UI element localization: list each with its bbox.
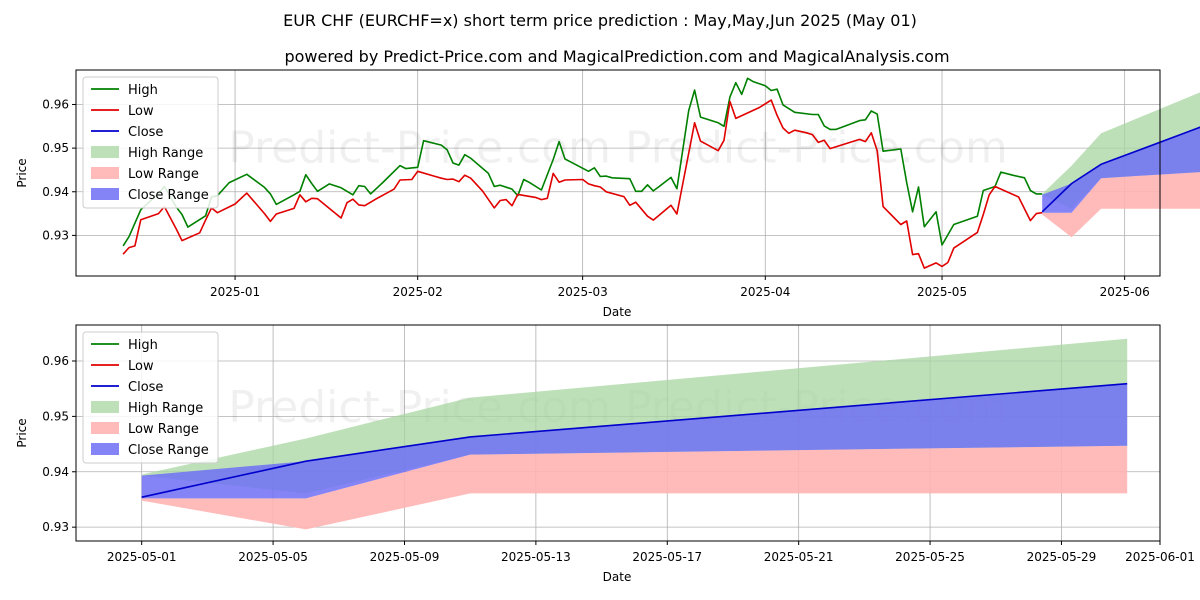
- p1-low-range-band: [141, 445, 1128, 530]
- p1-x-tick-label: 2025-05-21: [764, 550, 834, 564]
- p0-axes-frame: [75, 69, 1161, 277]
- p0-close-range-band: [1042, 127, 1200, 213]
- p0-close-line: [1041, 126, 1200, 213]
- p0-watermark: Predict-Price.com Predict-Price.com: [228, 123, 1007, 174]
- p1-y-axis-label: Price: [15, 418, 29, 447]
- p0-x-tick-label: 2025-06: [1100, 285, 1150, 299]
- bottom-panel: Predict-Price.com Predict-Price.com0.930…: [15, 324, 1195, 584]
- p1-close-line: [141, 382, 1128, 498]
- p0-legend-label-high-range: High Range: [128, 146, 203, 161]
- p0-x-tick-label: 2025-05: [917, 285, 967, 299]
- p0-legend-label-low: Low: [128, 104, 154, 119]
- p1-legend-label-high: High: [128, 338, 158, 353]
- top-panel: Predict-Price.com Predict-Price.com 0.93 0…: [15, 69, 1200, 319]
- p1-axes-frame: [75, 324, 1161, 542]
- p0-legend-label-close-range: Close Range: [128, 188, 209, 203]
- p1-x-tick-label: 2025-06-01: [1125, 550, 1195, 564]
- p0-x-axis-label: Date: [603, 305, 632, 319]
- p1-legend-label-close-range: Close Range: [128, 443, 209, 458]
- p0-y-tick-label: 0.93: [42, 228, 69, 242]
- p0-low-range-band: [1042, 172, 1200, 238]
- p1-legend-swatch-close-range: [91, 443, 119, 455]
- chart-title: EUR CHF (EURCHF=x) short term price pred…: [283, 11, 917, 30]
- p1-x-tick-label: 2025-05-09: [370, 550, 440, 564]
- p0-x-tick-label: 2025-04: [740, 285, 790, 299]
- p1-x-tick-label: 2025-05-13: [501, 550, 571, 564]
- p0-high-line: [122, 77, 1043, 247]
- p1-close-range-band: [141, 383, 1128, 499]
- p1-legend-label-high-range: High Range: [128, 401, 203, 416]
- p1-y-tick-label: 0.96: [42, 354, 69, 368]
- p0-legend-label-low-range: Low Range: [128, 167, 199, 182]
- p1-x-tick-label: 2025-05-29: [1027, 550, 1097, 564]
- p1-legend-swatch-high-range: [91, 401, 119, 413]
- p0-y-tick-label: 0.95: [42, 141, 69, 155]
- p0-legend-swatch-high-range: [91, 146, 119, 158]
- p0-legend-swatch-low-range: [91, 167, 119, 179]
- p1-legend-swatch-low-range: [91, 422, 119, 434]
- p1-legend-label-low: Low: [128, 359, 154, 374]
- p1-y-tick-label: 0.95: [42, 409, 69, 423]
- p1-x-axis-label: Date: [603, 570, 632, 584]
- p0-legend-swatch-close-range: [91, 188, 119, 200]
- p1-y-tick-label: 0.93: [42, 520, 69, 534]
- p0-y-axis-label: Price: [15, 158, 29, 187]
- p1-y-tick-label: 0.94: [42, 465, 69, 479]
- p1-x-tick-label: 2025-05-25: [895, 550, 965, 564]
- p0-low-line: [122, 99, 1043, 269]
- p1-x-tick-label: 2025-05-05: [238, 550, 308, 564]
- p0-y-tick-label: 0.94: [42, 185, 69, 199]
- p1-x-tick-label: 2025-05-17: [632, 550, 702, 564]
- p1-legend-label-low-range: Low Range: [128, 422, 199, 437]
- p0-x-tick-label: 2025-02: [393, 285, 443, 299]
- p0-x-tick-label: 2025-01: [210, 285, 260, 299]
- p0-y-tick-label: 0.96: [42, 97, 69, 111]
- p0-x-tick-label: 2025-03: [558, 285, 608, 299]
- p1-legend-label-close: Close: [128, 380, 163, 395]
- p1-x-tick-label: 2025-05-01: [107, 550, 177, 564]
- p0-legend-label-high: High: [128, 83, 158, 98]
- p0-legend-label-close: Close: [128, 125, 163, 140]
- chart-subtitle: powered by Predict-Price.com and Magical…: [284, 47, 949, 66]
